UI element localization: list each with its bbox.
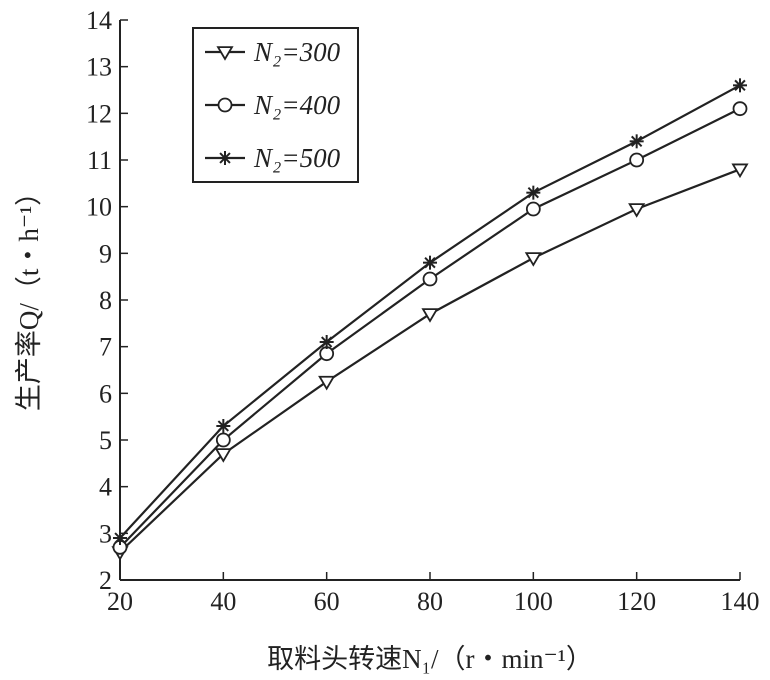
y-tick-label: 2 <box>99 566 112 595</box>
data-point <box>524 252 542 267</box>
triangle-down-marker <box>214 448 232 463</box>
y-tick-label: 14 <box>86 6 112 35</box>
star-marker <box>526 185 541 200</box>
star-marker <box>319 335 334 349</box>
x-tick-label: 100 <box>514 587 553 616</box>
series-circle <box>112 101 748 555</box>
data-point <box>216 419 231 433</box>
legend: N₂=300 N₂=400 N₂=500 <box>192 27 359 183</box>
data-point <box>629 152 645 168</box>
star-marker <box>733 78 747 93</box>
circle-marker <box>422 271 438 287</box>
data-point <box>113 531 127 545</box>
data-point <box>319 335 334 349</box>
legend-item: N₂=500 <box>205 143 341 173</box>
y-tick-label: 10 <box>86 193 112 222</box>
data-point <box>319 346 335 362</box>
y-tick-label: 4 <box>99 473 112 502</box>
star-stroke <box>217 420 229 432</box>
data-point <box>525 201 541 217</box>
star-marker <box>216 419 231 433</box>
data-point <box>422 271 438 287</box>
legend-item: N₂=400 <box>205 90 341 120</box>
x-tick-label: 80 <box>417 587 443 616</box>
star-marker <box>423 255 437 270</box>
data-point <box>318 375 336 391</box>
y-tick-label: 9 <box>99 239 112 268</box>
data-point <box>731 163 749 179</box>
legend-label: N₂=400 <box>253 90 341 120</box>
x-axis-title: 取料头转速N₁/（r・min⁻¹） <box>267 644 593 674</box>
data-point <box>423 255 437 270</box>
legend-item: N₂=300 <box>205 37 341 67</box>
triangle-down-marker <box>628 203 646 218</box>
star-stroke <box>321 336 333 348</box>
star-stroke <box>734 79 746 91</box>
triangle-down-marker <box>216 46 234 61</box>
y-tick-label: 11 <box>87 146 112 175</box>
data-point <box>214 448 232 463</box>
circle-marker <box>525 201 541 217</box>
y-tick-label: 13 <box>86 53 112 82</box>
y-tick-label: 8 <box>99 286 112 315</box>
series-layer <box>111 78 749 561</box>
legend-label: N₂=300 <box>253 37 341 67</box>
star-stroke <box>424 257 436 269</box>
data-point <box>526 185 541 200</box>
star-stroke <box>527 187 539 199</box>
data-point <box>215 432 231 448</box>
data-point <box>733 78 747 93</box>
y-axis-title: 生产率Q/（t・h⁻¹） <box>14 179 44 411</box>
data-point <box>628 203 646 218</box>
circle-marker <box>732 101 748 117</box>
x-tick-label: 20 <box>107 587 133 616</box>
star-stroke <box>114 532 126 544</box>
series-line <box>119 168 741 553</box>
star-stroke <box>631 135 643 147</box>
axes: 20 40 60 80 100 120 140 2 3 4 5 6 7 8 9 10 11 12 13 14 <box>86 6 760 616</box>
circle-marker <box>217 97 233 113</box>
star-marker <box>629 134 644 149</box>
y-tick-label: 12 <box>86 99 112 128</box>
legend-label: N₂=500 <box>253 143 341 173</box>
star-marker <box>113 531 127 545</box>
data-point <box>732 101 748 117</box>
x-tick-label: 140 <box>721 587 760 616</box>
circle-marker <box>215 432 231 448</box>
circle-marker <box>629 152 645 168</box>
series-triangle-down <box>111 163 749 561</box>
y-tick-label: 5 <box>99 426 112 455</box>
star-marker <box>218 151 232 165</box>
y-tick-label: 6 <box>99 379 112 408</box>
triangle-down-marker <box>421 308 439 323</box>
triangle-down-marker <box>318 375 336 391</box>
circle-marker <box>319 346 335 362</box>
star-stroke <box>219 152 231 164</box>
triangle-down-marker <box>731 163 749 179</box>
x-tick-label: 40 <box>210 587 236 616</box>
x-tick-label: 60 <box>314 587 340 616</box>
series-star <box>113 78 747 545</box>
data-point <box>629 134 644 149</box>
data-point <box>421 308 439 323</box>
y-tick-label: 3 <box>99 519 112 548</box>
y-tick-label: 7 <box>99 333 112 362</box>
triangle-down-marker <box>524 252 542 267</box>
x-tick-label: 120 <box>617 587 656 616</box>
